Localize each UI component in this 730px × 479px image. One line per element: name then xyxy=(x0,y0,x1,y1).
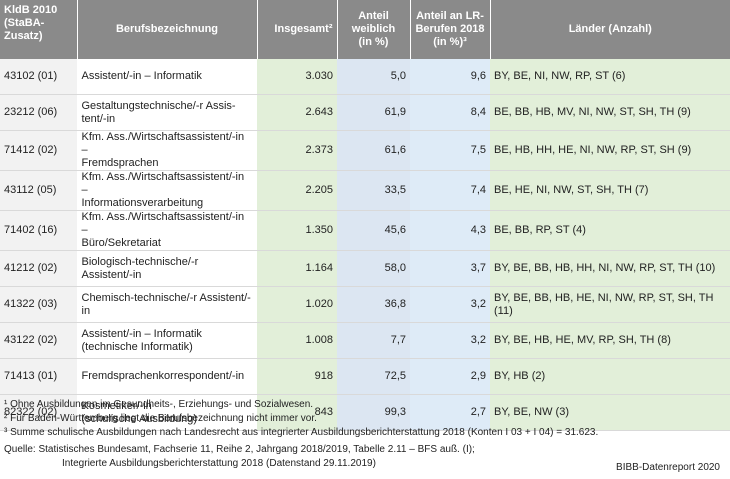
cell-countries: BY, BE, BB, HB, HH, NI, NW, RP, ST, TH (… xyxy=(490,250,730,287)
cell-kldb-code: 43112 (05) xyxy=(0,170,78,211)
cell-lr-share: 7,5 xyxy=(410,130,490,171)
cell-female-share: 72,5 xyxy=(337,358,410,395)
table-body: 43102 (01) Assistent/-in – Informatik 3.03… xyxy=(0,59,730,431)
footnote-3: ³ Summe schulische Ausbildungen nach Lan… xyxy=(4,427,599,438)
cell-lr-share: 8,4 xyxy=(410,94,490,131)
table-row: 43112 (05) Kfm. Ass./Wirtschaftsassistent… xyxy=(0,170,730,211)
footnote-2: ² Für Baden-Württemberg liegt die Berufs… xyxy=(4,413,317,424)
cell-kldb-code: 43102 (01) xyxy=(0,59,78,95)
cell-occupation: Kosmetiker/-in (schulische Ausbildung) xyxy=(77,394,257,431)
table-row: 41212 (02) Biologisch-technische/-r Assis… xyxy=(0,250,730,287)
cell-total: 2.373 xyxy=(257,130,337,171)
cell-countries: BE, HB, HH, HE, NI, NW, RP, ST, SH (9) xyxy=(490,130,730,171)
cell-female-share: 5,0 xyxy=(337,59,410,95)
cell-kldb-code: 41212 (02) xyxy=(0,250,78,287)
cell-countries: BY, BE, NW (3) xyxy=(490,394,730,431)
cell-lr-share: 3,7 xyxy=(410,250,490,287)
cell-countries: BY, BE, BB, HB, HE, NI, NW, RP, ST, SH, … xyxy=(490,286,730,323)
cell-total: 1.020 xyxy=(257,286,337,323)
cell-occupation: Kfm. Ass./Wirtschaftsassistent/-in – Bür… xyxy=(77,210,257,251)
cell-kldb-code: 71402 (16) xyxy=(0,210,78,251)
cell-countries: BY, BE, HB, HE, MV, RP, SH, TH (8) xyxy=(490,322,730,359)
cell-lr-share: 9,6 xyxy=(410,59,490,95)
header-kldb: KldB 2010 (StaBA-Zusatz) xyxy=(0,0,78,59)
cell-lr-share: 4,3 xyxy=(410,210,490,251)
table-row: 43102 (01) Assistent/-in – Informatik 3.03… xyxy=(0,59,730,95)
cell-countries: BE, HE, NI, NW, ST, SH, TH (7) xyxy=(490,170,730,211)
table-row: 41322 (03) Chemisch-technische/-r Assiste… xyxy=(0,286,730,323)
cell-female-share: 61,9 xyxy=(337,94,410,131)
cell-occupation: Kfm. Ass./Wirtschaftsassistent/-in – Fre… xyxy=(77,130,257,171)
header-name: Berufsbezeichnung xyxy=(77,0,258,59)
table-row: 71402 (16) Kfm. Ass./Wirtschaftsassistent… xyxy=(0,210,730,251)
source-line-1: Quelle: Statistisches Bundesamt, Fachser… xyxy=(4,444,475,455)
cell-total: 2.643 xyxy=(257,94,337,131)
cell-kldb-code: 82322 (02) xyxy=(0,394,78,431)
cell-female-share: 36,8 xyxy=(337,286,410,323)
cell-occupation: Gestaltungstechnische/-r Assis- tent/-in xyxy=(77,94,257,131)
cell-countries: BE, BB, HB, MV, NI, NW, ST, SH, TH (9) xyxy=(490,94,730,131)
cell-total: 3.030 xyxy=(257,59,337,95)
table-row: 71413 (01) Fremdsprachenkorrespondent/-in… xyxy=(0,358,730,395)
data-table: KldB 2010 (StaBA-Zusatz) Berufsbezeichnu… xyxy=(0,0,730,431)
header-countries: Länder (Anzahl) xyxy=(490,0,730,59)
cell-occupation: Fremdsprachenkorrespondent/-in xyxy=(77,358,257,395)
cell-kldb-code: 41322 (03) xyxy=(0,286,78,323)
cell-lr-share: 2,7 xyxy=(410,394,490,431)
cell-female-share: 99,3 xyxy=(337,394,410,431)
header-female-share: Anteil weiblich (in %) xyxy=(337,0,411,59)
table-row: 71412 (02) Kfm. Ass./Wirtschaftsassistent… xyxy=(0,130,730,171)
credit-label: BIBB-Datenreport 2020 xyxy=(616,462,720,473)
cell-occupation: Assistent/-in – Informatik (technische I… xyxy=(77,322,257,359)
header-row: KldB 2010 (StaBA-Zusatz) Berufsbezeichnu… xyxy=(0,0,730,59)
cell-kldb-code: 23212 (06) xyxy=(0,94,78,131)
header-lr-share: Anteil an LR- Berufen 2018 (in %)³ xyxy=(410,0,491,59)
cell-kldb-code: 43122 (02) xyxy=(0,322,78,359)
cell-total: 2.205 xyxy=(257,170,337,211)
cell-total: 843 xyxy=(257,394,337,431)
cell-female-share: 7,7 xyxy=(337,322,410,359)
header-total: Insgesamt² xyxy=(257,0,338,59)
cell-occupation: Assistent/-in – Informatik xyxy=(77,59,257,95)
cell-occupation: Biologisch-technische/-r Assistent/-in xyxy=(77,250,257,287)
cell-countries: BY, HB (2) xyxy=(490,358,730,395)
cell-occupation: Chemisch-technische/-r Assistent/-in xyxy=(77,286,257,323)
cell-total: 1.350 xyxy=(257,210,337,251)
cell-lr-share: 3,2 xyxy=(410,322,490,359)
footnotes: ¹ Ohne Ausbildungen im Gesundheits-, Erz… xyxy=(4,398,598,471)
cell-occupation: Kfm. Ass./Wirtschaftsassistent/-in – Inf… xyxy=(77,170,257,211)
cell-lr-share: 2,9 xyxy=(410,358,490,395)
cell-female-share: 58,0 xyxy=(337,250,410,287)
cell-total: 1.164 xyxy=(257,250,337,287)
footnote-1: ¹ Ohne Ausbildungen im Gesundheits-, Erz… xyxy=(4,399,314,410)
cell-female-share: 33,5 xyxy=(337,170,410,211)
table-row: 43122 (02) Assistent/-in – Informatik (te… xyxy=(0,322,730,359)
cell-kldb-code: 71413 (01) xyxy=(0,358,78,395)
cell-female-share: 61,6 xyxy=(337,130,410,171)
cell-female-share: 45,6 xyxy=(337,210,410,251)
table-row: 23212 (06) Gestaltungstechnische/-r Assis… xyxy=(0,94,730,131)
cell-total: 918 xyxy=(257,358,337,395)
cell-countries: BY, BE, NI, NW, RP, ST (6) xyxy=(490,59,730,95)
cell-lr-share: 7,4 xyxy=(410,170,490,211)
cell-countries: BE, BB, RP, ST (4) xyxy=(490,210,730,251)
table-row: 82322 (02) Kosmetiker/-in (schulische Aus… xyxy=(0,394,730,431)
cell-lr-share: 3,2 xyxy=(410,286,490,323)
cell-total: 1.008 xyxy=(257,322,337,359)
cell-kldb-code: 71412 (02) xyxy=(0,130,78,171)
source-line-2: Integrierte Ausbildungsberichterstattung… xyxy=(62,458,376,469)
